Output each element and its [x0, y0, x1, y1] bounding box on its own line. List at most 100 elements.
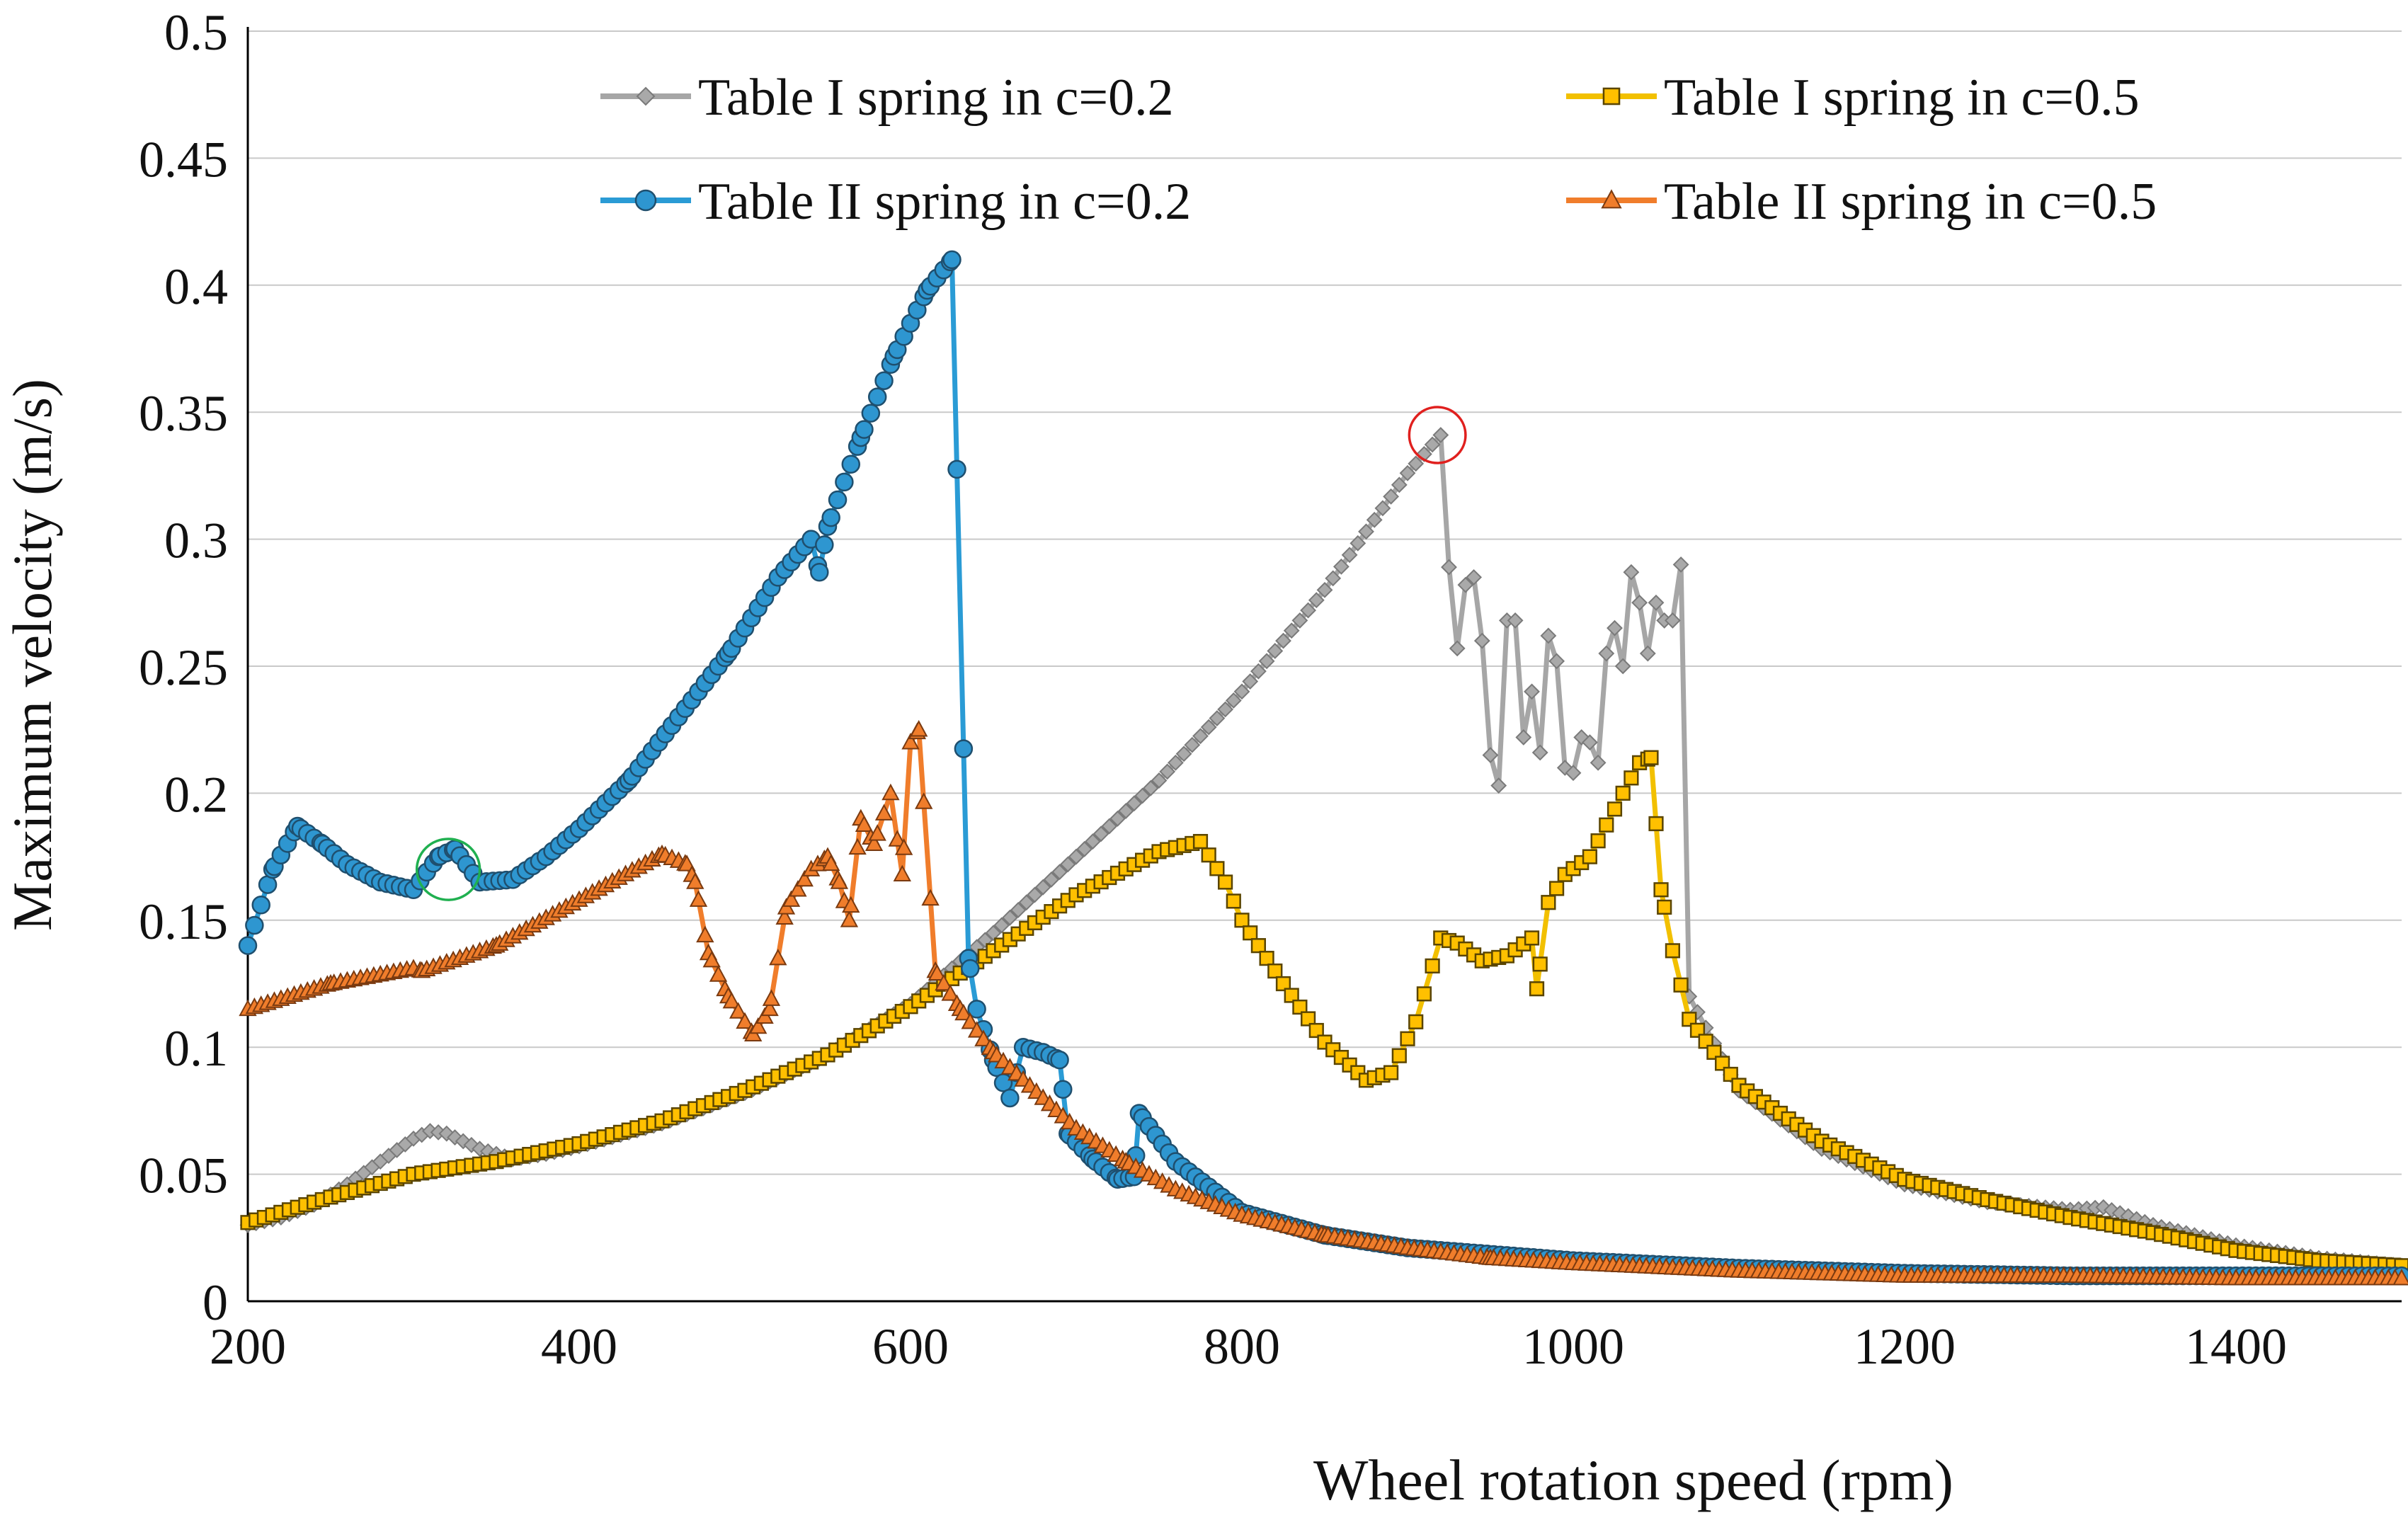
- data-point: [1383, 1065, 1399, 1080]
- data-point: [1010, 902, 1027, 918]
- data-point: [1664, 612, 1681, 629]
- data-point: [1051, 864, 1068, 881]
- data-point: [1639, 645, 1656, 662]
- data-point: [941, 984, 959, 1001]
- data-point: [928, 964, 947, 981]
- data-point: [1117, 803, 1134, 819]
- data-point: [1507, 612, 1524, 629]
- data-point: [1424, 436, 1441, 453]
- data-point: [828, 490, 848, 510]
- legend-marker: [636, 86, 656, 106]
- legend-marker: [1601, 189, 1622, 209]
- legend-marker: [634, 189, 657, 212]
- data-point: [1607, 801, 1623, 817]
- data-point: [1167, 754, 1184, 771]
- data-point: [686, 872, 704, 889]
- data-point: [1308, 1022, 1324, 1039]
- data-point: [1192, 728, 1209, 745]
- data-point: [1076, 840, 1093, 857]
- data-point: [1524, 683, 1540, 700]
- data-point: [1590, 833, 1606, 849]
- x-tick-label: 1200: [1854, 1318, 1956, 1375]
- data-point: [1466, 569, 1483, 585]
- data-point: [1292, 999, 1308, 1015]
- y-tick-label: 0.45: [139, 131, 228, 188]
- legend-marker: [1602, 87, 1621, 105]
- data-point: [1059, 856, 1076, 873]
- data-point: [1243, 925, 1258, 941]
- data-point: [855, 815, 874, 833]
- data-point: [881, 783, 900, 801]
- data-point: [749, 1017, 768, 1034]
- y-tick-label: 0.4: [164, 258, 228, 315]
- data-point: [1624, 770, 1639, 786]
- data-point: [893, 864, 911, 882]
- legend-item-4: Table II spring in c=0.5: [1566, 173, 2157, 231]
- data-point: [762, 989, 781, 1006]
- data-point: [935, 973, 953, 991]
- data-point: [1399, 464, 1416, 481]
- data-point: [1050, 1050, 1069, 1070]
- data-point: [1068, 848, 1085, 865]
- data-point: [830, 872, 849, 889]
- data-point: [1682, 1012, 1697, 1027]
- data-point: [1218, 874, 1233, 890]
- data-point: [1653, 882, 1669, 898]
- data-point: [1283, 622, 1300, 639]
- data-point: [848, 838, 867, 855]
- y-tick-label: 0.35: [139, 385, 228, 442]
- data-point: [709, 965, 728, 982]
- data-point: [1267, 643, 1284, 659]
- data-point: [1275, 976, 1291, 992]
- data-point: [942, 250, 962, 270]
- data-point: [1234, 913, 1250, 928]
- data-point: [1482, 747, 1499, 763]
- data-point: [1301, 1011, 1316, 1027]
- data-point: [1665, 943, 1681, 959]
- data-point: [901, 732, 920, 750]
- data-point: [894, 838, 913, 855]
- data-point: [1689, 1022, 1706, 1038]
- data-point: [1529, 981, 1545, 997]
- x-tick-label: 800: [1204, 1318, 1280, 1375]
- y-tick-label: 0.3: [164, 513, 228, 569]
- data-point: [1316, 581, 1333, 598]
- data-point: [1225, 692, 1242, 709]
- data-point: [954, 1003, 973, 1021]
- x-tick-label: 400: [541, 1318, 617, 1375]
- data-point: [1723, 1066, 1738, 1082]
- data-point: [1490, 777, 1507, 794]
- y-tick-label: 0.05: [139, 1148, 228, 1204]
- data-point: [1267, 963, 1283, 979]
- data-point: [1648, 816, 1664, 832]
- data-point: [874, 804, 894, 821]
- data-point: [867, 387, 887, 406]
- data-point: [1657, 899, 1672, 915]
- data-point: [1184, 736, 1201, 753]
- data-point: [985, 925, 1002, 942]
- data-point: [696, 925, 714, 943]
- y-tick-label: 0.1: [164, 1020, 228, 1077]
- y-tick-label: 0: [202, 1274, 228, 1331]
- highlight-circle: [1408, 406, 1467, 464]
- data-point: [1441, 559, 1457, 576]
- data-point: [1000, 1088, 1020, 1108]
- data-point: [1614, 658, 1631, 675]
- data-point: [1242, 673, 1259, 690]
- legend-label: Table II spring in c=0.5: [1664, 173, 2157, 231]
- data-point: [245, 915, 264, 935]
- data-point: [1159, 763, 1176, 780]
- data-point: [678, 855, 696, 872]
- data-point: [1541, 895, 1556, 910]
- data-point: [961, 1012, 979, 1029]
- data-point: [1698, 1034, 1713, 1049]
- legend-item-1: Table I spring in c=0.2: [600, 69, 1174, 127]
- data-point: [1416, 986, 1432, 1002]
- data-point: [1631, 594, 1648, 611]
- data-point: [729, 1002, 748, 1019]
- series-4: [239, 720, 2408, 1286]
- data-point: [1581, 734, 1598, 751]
- data-point: [1084, 833, 1101, 850]
- data-point: [1001, 909, 1018, 926]
